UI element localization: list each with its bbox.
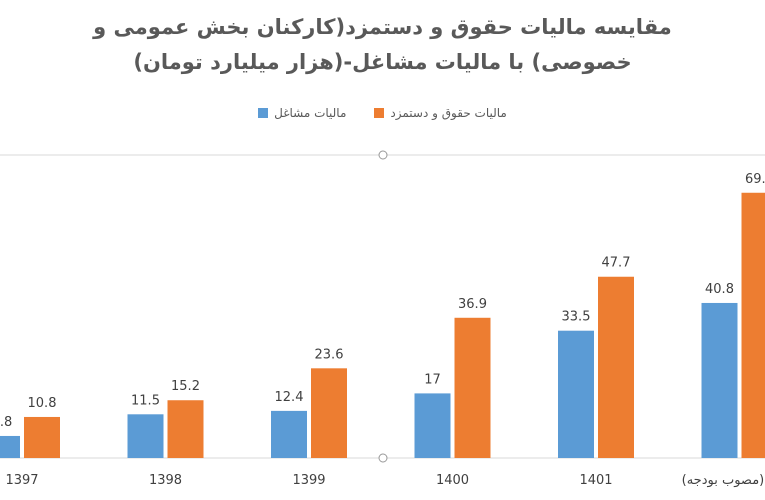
legend-item: مالیات مشاغل — [258, 106, 346, 120]
data-label: 36.9 — [458, 297, 487, 312]
x-tick-label: 1397 — [5, 473, 38, 488]
bar — [558, 330, 594, 458]
data-label: 40.8 — [705, 282, 734, 297]
x-tick-label: 1399 — [292, 473, 325, 488]
data-label: 5.8 — [0, 415, 12, 430]
data-label: 47.7 — [602, 256, 631, 271]
legend: مالیات مشاغل مالیات حقوق و دستمزد — [0, 106, 765, 120]
data-label: 10.8 — [28, 396, 57, 411]
legend-swatch — [258, 108, 269, 118]
x-tick-label: 1402(مصوب بودجه) — [682, 473, 765, 488]
x-tick-label: 1398 — [149, 473, 182, 488]
chart-title: مقایسه مالیات حقوق و دستمزد(کارکنان بخش … — [93, 15, 672, 74]
data-label: 33.5 — [562, 310, 591, 325]
data-label: 12.4 — [275, 390, 304, 405]
data-label: 23.6 — [315, 347, 344, 362]
x-tick-label: 1401 — [579, 473, 612, 488]
data-label: 11.5 — [131, 393, 160, 408]
data-label: 69.8 — [745, 172, 765, 187]
resize-handle — [378, 150, 388, 160]
resize-handle — [378, 453, 388, 463]
bar — [598, 276, 634, 458]
bar — [167, 400, 204, 458]
data-label: 17 — [424, 372, 441, 387]
bar — [0, 435, 20, 458]
legend-label: مالیات مشاغل — [274, 106, 347, 120]
bar — [311, 368, 347, 458]
bar — [271, 410, 307, 458]
legend-label: مالیات حقوق و دستمزد — [390, 106, 507, 120]
bar — [414, 393, 451, 458]
legend-item: مالیات حقوق و دستمزد — [374, 106, 507, 120]
bar — [454, 317, 491, 458]
bar — [24, 416, 60, 458]
bar — [701, 302, 738, 458]
bar — [741, 192, 765, 458]
x-tick-label: 1400 — [436, 473, 469, 488]
bar — [127, 414, 164, 458]
legend-swatch — [374, 108, 385, 118]
data-label: 15.2 — [171, 379, 200, 394]
